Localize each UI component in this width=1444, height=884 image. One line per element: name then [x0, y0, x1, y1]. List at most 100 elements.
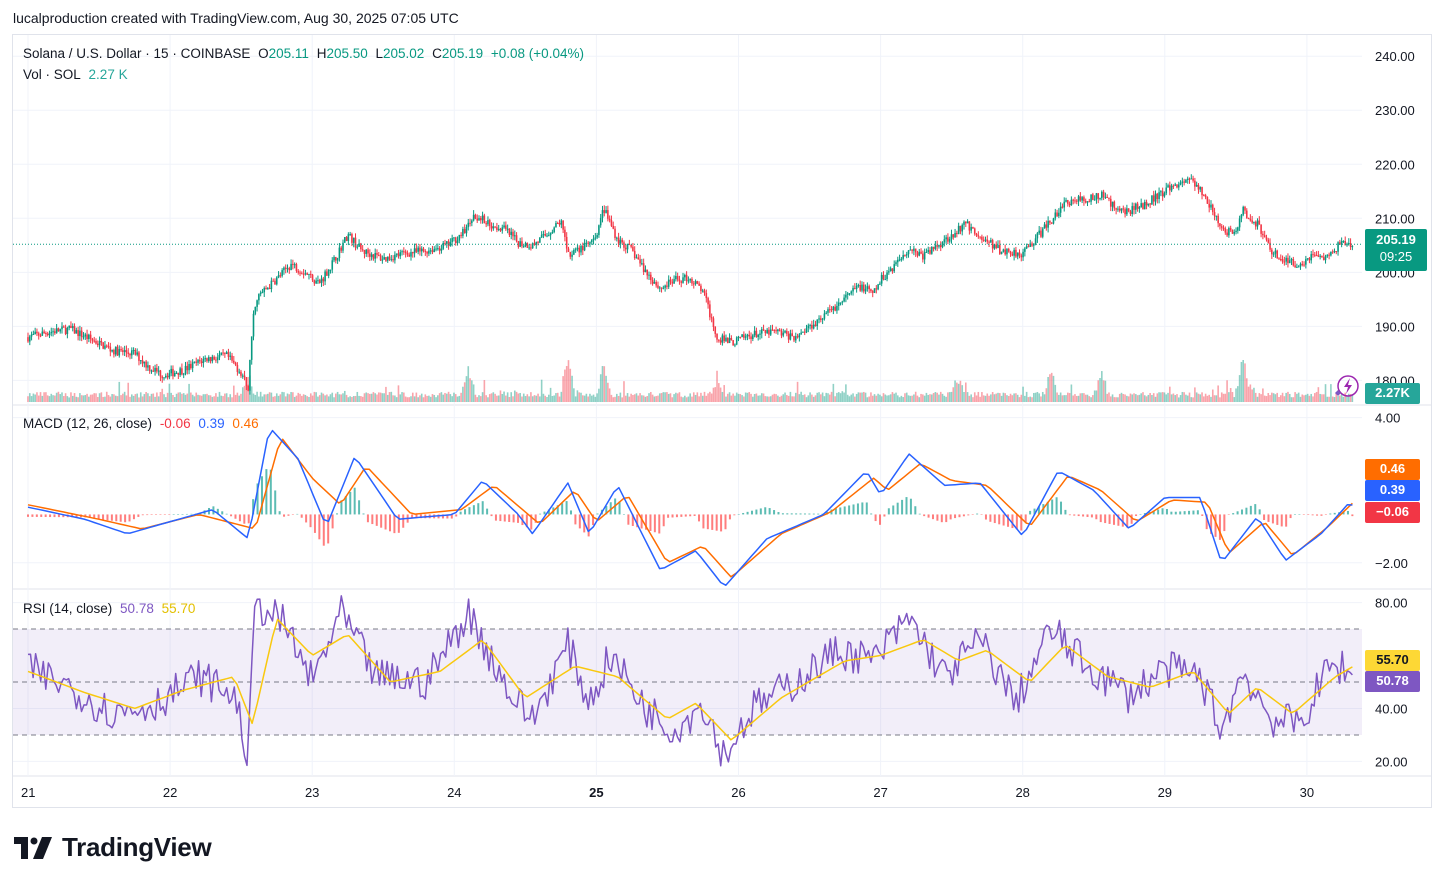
macd-histogram-bar: [1196, 510, 1199, 515]
price-tick-label: 230.00: [1375, 103, 1415, 118]
volume-bar: [43, 392, 45, 402]
volume-bar: [1052, 375, 1055, 402]
volume-bar: [1106, 393, 1108, 402]
volume-bar: [805, 397, 808, 402]
candle-body: [1052, 218, 1055, 224]
volume-bar: [619, 392, 622, 402]
candle-body: [1013, 249, 1015, 256]
candle-body: [873, 288, 876, 293]
symbol-title[interactable]: Solana / U.S. Dollar · 15 · COINBASE: [23, 46, 251, 61]
lightning-icon[interactable]: [1331, 373, 1363, 401]
volume-bar: [95, 393, 97, 402]
macd-histogram-bar: [97, 514, 100, 520]
macd-label[interactable]: MACD (12, 26, close): [23, 416, 153, 431]
candle-body: [88, 334, 90, 340]
candle-body: [1217, 215, 1219, 224]
volume-bar: [1231, 392, 1234, 402]
candle-body: [1108, 197, 1110, 199]
volume-bar: [472, 384, 475, 402]
volume-bar: [521, 396, 523, 402]
macd-hist-badge: −0.06: [1365, 502, 1420, 523]
candle-body: [1237, 227, 1239, 231]
volume-label[interactable]: Vol · SOL: [23, 67, 81, 82]
macd-histogram-bar: [283, 514, 286, 517]
candle-body: [43, 331, 45, 334]
macd-histogram-bar: [1139, 514, 1142, 515]
macd-histogram-bar: [300, 514, 303, 518]
candle-body: [617, 237, 620, 244]
candle-body: [1011, 253, 1014, 256]
volume-bar: [896, 395, 899, 402]
volume-bar: [1011, 395, 1014, 402]
volume-bar: [650, 391, 652, 402]
volume-bar: [1172, 393, 1175, 402]
volume-bar: [213, 396, 215, 402]
volume-bar: [1183, 392, 1185, 402]
volume-bar: [1288, 393, 1291, 402]
volume-bar: [1237, 386, 1239, 402]
candle-body: [896, 259, 899, 263]
macd-histogram-bar: [989, 514, 992, 522]
candle-body: [877, 284, 879, 290]
volume-bar: [1195, 392, 1198, 402]
candle-body: [700, 285, 702, 291]
candle-body: [830, 309, 833, 311]
volume-bar: [1024, 395, 1026, 402]
volume-bar: [82, 395, 85, 402]
macd-histogram-bar: [1320, 514, 1323, 516]
volume-bar: [748, 392, 751, 402]
volume-bar: [861, 392, 863, 402]
macd-histogram-bar: [750, 510, 753, 515]
rsi-label[interactable]: RSI (14, close): [23, 601, 113, 616]
grid-lines: [13, 35, 1431, 777]
volume-bar: [1059, 392, 1062, 402]
volume-bar: [675, 392, 677, 402]
candle-body: [864, 288, 867, 292]
volume-bar: [250, 386, 253, 402]
candle-body: [616, 237, 618, 239]
candle-body: [870, 289, 872, 292]
volume-bar: [465, 376, 468, 402]
candle-body: [560, 220, 563, 225]
candle-body: [1258, 220, 1261, 225]
candle-body: [79, 330, 81, 337]
candle-body: [488, 220, 491, 226]
volume-bar: [948, 392, 951, 402]
candle-body: [796, 336, 799, 338]
macd-histogram-bar: [40, 514, 43, 517]
volume-bar: [1156, 393, 1159, 402]
volume-bar: [1263, 395, 1266, 402]
candle-body: [1347, 242, 1350, 244]
candle-body: [240, 371, 242, 376]
volume-bar: [172, 394, 174, 402]
candle-body: [1104, 196, 1107, 198]
volume-bar: [1140, 393, 1142, 402]
volume-bar: [234, 394, 237, 402]
volume-bar: [1306, 393, 1309, 402]
volume-bar: [1006, 395, 1008, 402]
volume-bar: [383, 393, 385, 402]
candle-body: [531, 243, 534, 248]
macd-histogram-bar: [1188, 510, 1191, 515]
candle-body: [173, 372, 176, 377]
candle-body: [213, 356, 215, 360]
price-tick-label: 190.00: [1375, 319, 1415, 334]
candle-body: [814, 324, 817, 327]
volume-bar: [1262, 388, 1264, 402]
candle-body: [399, 252, 402, 257]
macd-histogram-bar: [720, 514, 723, 532]
candle-body: [1219, 223, 1221, 227]
macd-histogram-bar: [1090, 514, 1093, 518]
candle-body: [1215, 215, 1218, 217]
macd-histogram-bar: [371, 514, 374, 525]
candle-body: [156, 367, 158, 372]
macd-histogram-bar: [914, 506, 917, 515]
candle-body: [1093, 199, 1096, 201]
candle-body: [848, 293, 851, 295]
candle-body: [1185, 179, 1187, 183]
volume-bar: [301, 395, 303, 402]
volume-bar: [1176, 394, 1178, 402]
candle-body: [424, 251, 427, 253]
macd-histogram-bar: [221, 511, 224, 515]
